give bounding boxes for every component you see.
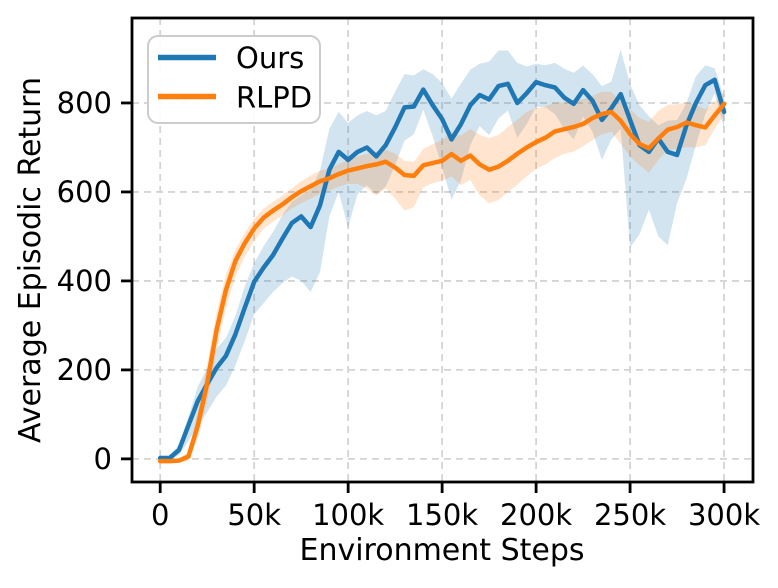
x-tick-label: 150k [406,498,478,532]
line-rlpd [157,101,727,464]
y-tick-label: 600 [57,175,112,209]
series-lines [157,77,727,464]
x-tick-label: 50k [227,498,281,532]
y-tick-label: 400 [57,264,112,298]
x-tick-labels: 0 50k 100k 150k 200k 250k 300k [151,498,760,532]
tick-marks [121,101,726,493]
y-tick-label: 0 [94,442,112,476]
y-tick-label: 200 [57,353,112,387]
x-axis-label: Environment Steps [299,533,584,568]
legend: Ours RLPD [147,35,321,124]
y-tick-labels: 0 200 400 600 800 [57,86,112,476]
line-ours [157,77,727,461]
x-tick-label: 200k [500,498,572,532]
x-tick-label: 100k [312,498,384,532]
band-rlpd [160,91,725,463]
y-axis-label: Average Episodic Return [13,77,48,443]
y-tick-label: 800 [57,86,112,120]
legend-label-rlpd: RLPD [236,81,312,115]
x-tick-label: 0 [151,498,169,532]
legend-label-ours: Ours [236,41,304,75]
x-tick-label: 250k [594,498,666,532]
x-tick-label: 300k [688,498,760,532]
